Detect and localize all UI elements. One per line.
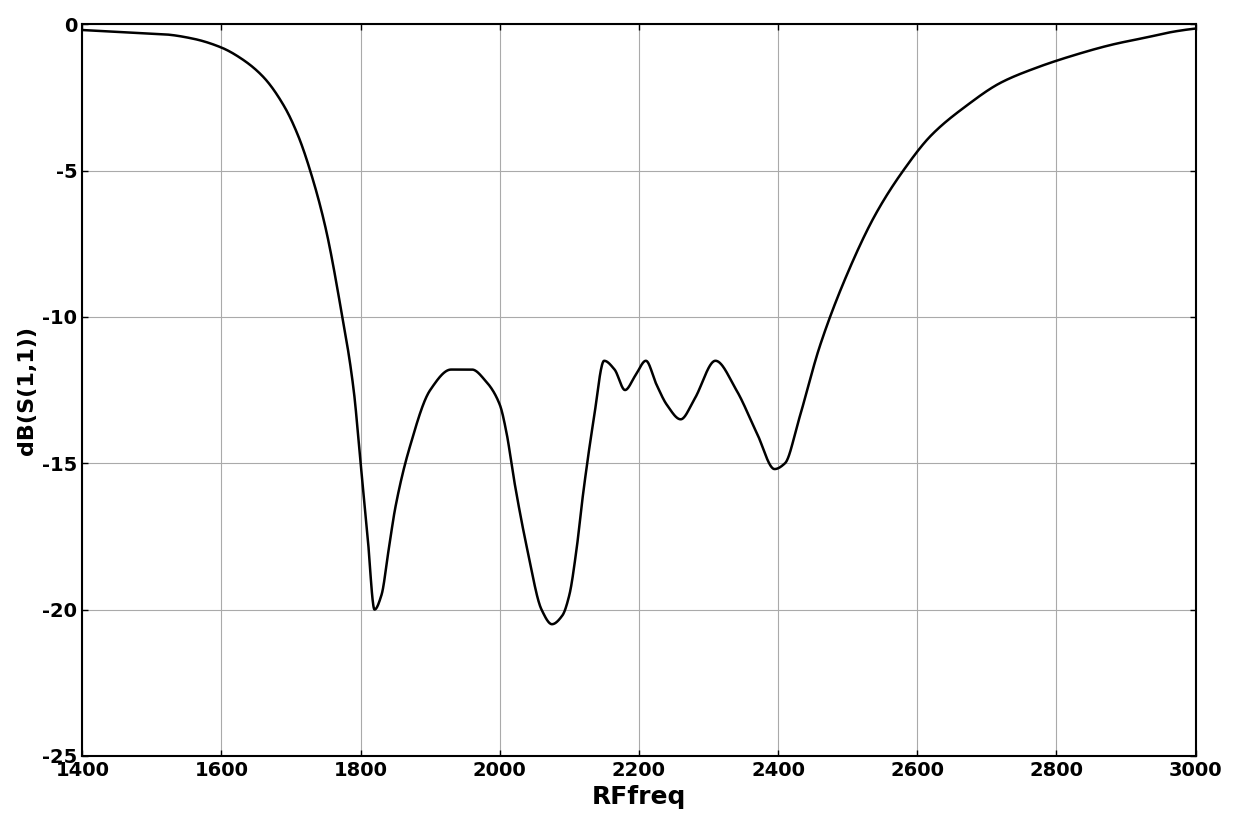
X-axis label: RFfreq: RFfreq [592, 786, 686, 809]
Y-axis label: dB(S(1,1)): dB(S(1,1)) [16, 325, 37, 454]
